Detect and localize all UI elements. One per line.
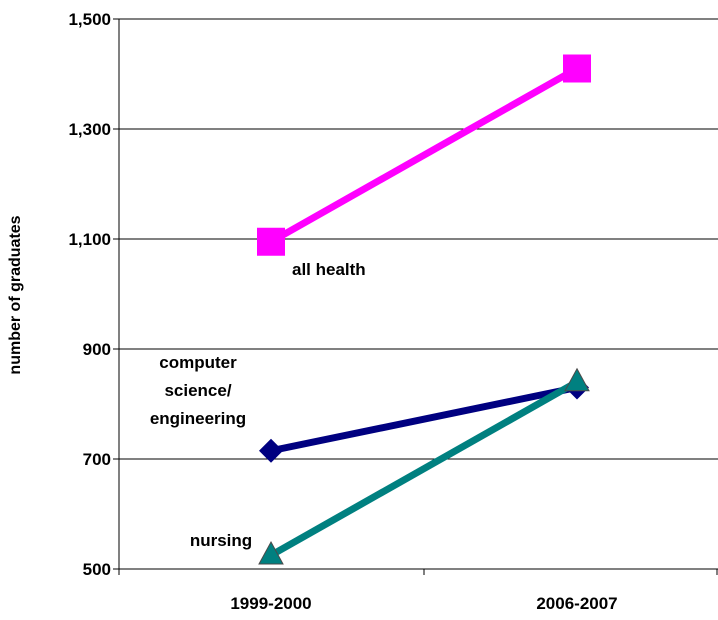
label-layer: number of graduates all health computer sc… xyxy=(7,215,366,550)
series-label-line: engineering xyxy=(150,409,246,428)
series-line xyxy=(270,384,578,455)
series-label: nursing xyxy=(190,531,252,550)
diamond-marker xyxy=(259,438,283,463)
y-tick-label: 700 xyxy=(83,450,111,469)
x-tick-label: 1999-2000 xyxy=(230,594,311,613)
series-label-line: nursing xyxy=(190,531,252,550)
triangle-marker xyxy=(564,367,590,392)
y-tick-label: 500 xyxy=(83,560,111,579)
square-marker xyxy=(563,54,591,83)
x-tick-label: 2006-2007 xyxy=(536,594,617,613)
y-tick-label: 1,500 xyxy=(68,10,111,29)
grid-layer xyxy=(119,18,718,460)
series-label-line: all health xyxy=(292,260,366,279)
square-marker xyxy=(257,227,285,256)
y-tick-label: 1,300 xyxy=(68,120,111,139)
axis-layer: 500 700 900 1,100 1,300 1,500 1999-2000 2006-20… xyxy=(68,10,718,613)
y-axis-title: number of graduates xyxy=(7,215,24,374)
series-line xyxy=(269,378,579,559)
series-label-line: computer xyxy=(159,353,237,372)
series-layer xyxy=(257,54,591,565)
triangle-marker xyxy=(258,541,284,565)
series-label: computer science/engineering xyxy=(150,353,246,428)
series-label: all health xyxy=(292,260,366,279)
series-label-line: science/ xyxy=(164,381,231,400)
y-tick-label: 900 xyxy=(83,340,111,359)
y-tick-label: 1,100 xyxy=(68,230,111,249)
series-line xyxy=(269,65,579,245)
